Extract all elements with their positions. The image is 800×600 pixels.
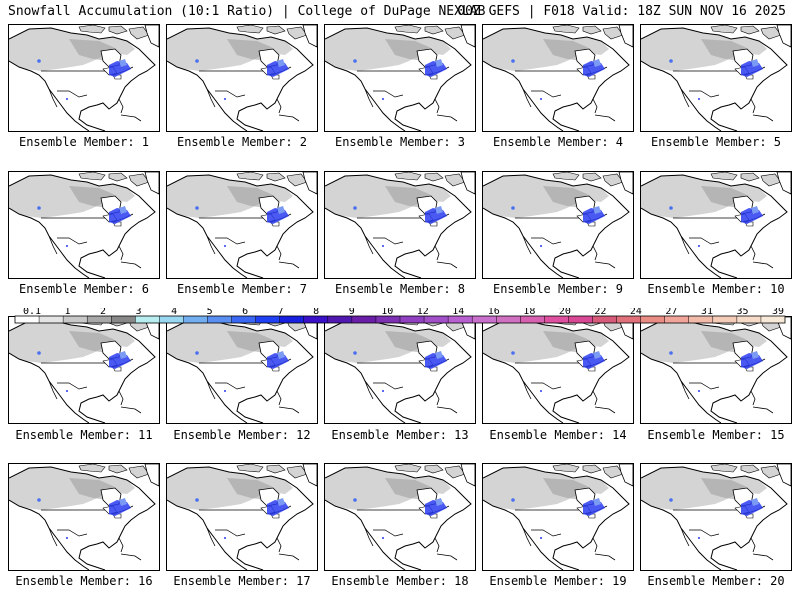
colorbar-swatch: [544, 316, 569, 323]
map-panel-10: [640, 171, 792, 279]
member-label-8: Ensemble Member: 8: [334, 282, 466, 296]
colorbar-tick-label: 8: [313, 308, 319, 317]
chart-title-left: Snowfall Accumulation (10:1 Ratio) | Col…: [8, 4, 486, 19]
member-label-10: Ensemble Member: 10: [647, 282, 785, 296]
colorbar-swatch: [520, 316, 545, 323]
colorbar-swatch: [568, 316, 593, 323]
member-label-14: Ensemble Member: 14: [489, 428, 627, 442]
member-label-16: Ensemble Member: 16: [15, 574, 153, 588]
colorbar-tick-label: 16: [488, 308, 500, 317]
colorbar-swatch: [712, 316, 738, 323]
member-label-7: Ensemble Member: 7: [176, 282, 308, 296]
map-panel-20: [640, 463, 792, 571]
colorbar-tick-label: 4: [171, 308, 177, 317]
colorbar-swatch: [111, 316, 136, 323]
colorbar-swatch: [279, 316, 305, 323]
member-label-2: Ensemble Member: 2: [176, 135, 308, 149]
colorbar: 0.1 1 2 3 4 5 6 7 8 9 10 12 14 16 18 20 22 24 27 31 35 39: [14, 308, 786, 324]
map-panel-8: [324, 171, 476, 279]
colorbar-swatch: [255, 316, 280, 323]
colorbar-swatch: [39, 316, 64, 323]
colorbar-tick-label: 22: [594, 308, 606, 317]
colorbar-swatch: [688, 316, 714, 323]
colorbar-tick-label: 18: [523, 308, 535, 317]
map-panel-5: [640, 24, 792, 132]
colorbar-swatch: [87, 316, 112, 323]
colorbar-swatch: [760, 316, 786, 323]
member-label-3: Ensemble Member: 3: [334, 135, 466, 149]
colorbar-swatch: [183, 316, 208, 323]
map-panel-6: [8, 171, 160, 279]
member-label-11: Ensemble Member: 11: [15, 428, 153, 442]
colorbar-tick-label: 35: [736, 308, 748, 317]
colorbar-swatch: [640, 316, 665, 323]
map-panel-9: [482, 171, 634, 279]
colorbar-tick-label: 14: [452, 308, 464, 317]
colorbar-swatch: [207, 316, 232, 323]
colorbar-swatch: [351, 316, 377, 323]
colorbar-tick-label: 0.1: [23, 308, 41, 317]
colorbar-swatch: [231, 316, 256, 323]
colorbar-tick-label: 5: [207, 308, 213, 317]
map-panel-13: [324, 316, 476, 424]
colorbar-tick-label: 7: [278, 308, 284, 317]
member-label-6: Ensemble Member: 6: [18, 282, 150, 296]
colorbar-tick-label: 6: [242, 308, 248, 317]
colorbar-tick-label: 2: [100, 308, 106, 317]
colorbar-swatch: [664, 316, 690, 323]
colorbar-swatch: [15, 316, 40, 323]
colorbar-swatch: [400, 316, 425, 323]
colorbar-tick-label: 1: [65, 308, 71, 317]
colorbar-swatch: [375, 316, 401, 323]
colorbar-tick-label: 27: [665, 308, 677, 317]
member-label-13: Ensemble Member: 13: [331, 428, 469, 442]
colorbar-tick-label: 10: [381, 308, 393, 317]
member-label-9: Ensemble Member: 9: [492, 282, 624, 296]
map-panel-3: [324, 24, 476, 132]
member-label-12: Ensemble Member: 12: [173, 428, 311, 442]
map-panel-2: [166, 24, 318, 132]
colorbar-tick-label: 24: [630, 308, 642, 317]
colorbar-swatch: [327, 316, 353, 323]
colorbar-swatch: [472, 316, 497, 323]
colorbar-swatch: [736, 316, 762, 323]
map-panel-18: [324, 463, 476, 571]
map-panel-17: [166, 463, 318, 571]
colorbar-swatch: [135, 316, 160, 323]
map-panel-4: [482, 24, 634, 132]
member-label-4: Ensemble Member: 4: [492, 135, 624, 149]
colorbar-tick-label: 9: [349, 308, 355, 317]
map-panel-15: [640, 316, 792, 424]
colorbar-swatch: [616, 316, 641, 323]
colorbar-swatch: [592, 316, 617, 323]
member-label-20: Ensemble Member: 20: [647, 574, 785, 588]
member-label-15: Ensemble Member: 15: [647, 428, 785, 442]
colorbar-swatch: [424, 316, 449, 323]
map-panel-11: [8, 316, 160, 424]
member-label-18: Ensemble Member: 18: [331, 574, 469, 588]
colorbar-swatch: [303, 316, 329, 323]
map-panel-12: [166, 316, 318, 424]
map-panel-1: [8, 24, 160, 132]
colorbar-tick-label: 12: [417, 308, 429, 317]
member-label-5: Ensemble Member: 5: [650, 135, 782, 149]
map-panel-16: [8, 463, 160, 571]
colorbar-swatch: [448, 316, 473, 323]
colorbar-tick-label: 31: [701, 308, 713, 317]
colorbar-swatch: [63, 316, 88, 323]
map-panel-19: [482, 463, 634, 571]
colorbar-tick-label: 20: [559, 308, 571, 317]
colorbar-tick-label: 39: [772, 308, 784, 317]
map-panel-14: [482, 316, 634, 424]
member-label-1: Ensemble Member: 1: [18, 135, 150, 149]
member-label-19: Ensemble Member: 19: [489, 574, 627, 588]
colorbar-swatch: [496, 316, 521, 323]
chart-title-right: 00Z GEFS | F018 Valid: 18Z SUN NOV 16 20…: [457, 4, 786, 19]
colorbar-tick-label: 3: [136, 308, 142, 317]
map-panel-7: [166, 171, 318, 279]
member-label-17: Ensemble Member: 17: [173, 574, 311, 588]
colorbar-swatch: [159, 316, 184, 323]
